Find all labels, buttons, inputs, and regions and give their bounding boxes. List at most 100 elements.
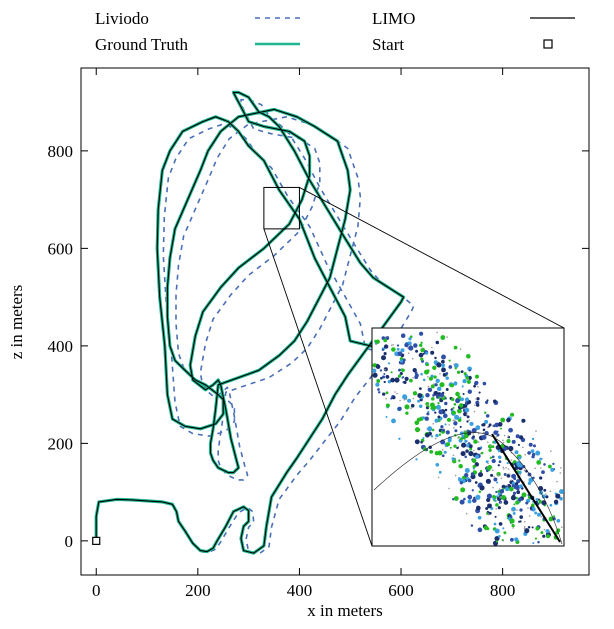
inset-point — [430, 350, 435, 355]
inset-point — [443, 450, 447, 454]
inset-point — [410, 407, 412, 410]
inset-point — [383, 338, 388, 343]
inset-point — [427, 403, 429, 406]
inset-point — [377, 388, 380, 391]
inset-point — [550, 467, 555, 472]
inset-point — [502, 527, 505, 530]
inset-point — [552, 462, 555, 466]
x-tick-label: 0 — [92, 581, 101, 600]
inset-point — [486, 512, 489, 515]
inset-point — [532, 444, 537, 448]
inset-point — [462, 378, 467, 384]
inset-point — [491, 458, 496, 464]
inset-point — [474, 462, 480, 467]
inset-point — [530, 508, 533, 511]
inset-point — [502, 466, 505, 469]
inset-point — [412, 377, 414, 379]
inset-point — [472, 467, 475, 470]
inset-point — [535, 450, 541, 456]
inset-point — [444, 423, 447, 426]
inset-point — [457, 437, 459, 439]
inset-point — [477, 432, 480, 435]
inset-point — [434, 356, 437, 360]
inset-point — [418, 404, 423, 408]
inset-point — [498, 488, 501, 490]
inset-point — [435, 462, 440, 467]
inset-point — [531, 503, 535, 507]
inset-point — [545, 534, 551, 539]
inset-point — [392, 395, 396, 400]
inset-point — [422, 352, 425, 355]
inset-point — [490, 473, 494, 477]
inset-point — [461, 442, 467, 448]
inset-point — [527, 481, 532, 486]
inset-point — [442, 449, 444, 451]
inset-point — [390, 397, 393, 400]
inset-point — [492, 495, 496, 499]
inset-point — [540, 515, 543, 518]
inset-point — [441, 359, 445, 364]
inset-point — [398, 374, 402, 378]
inset-point — [549, 490, 552, 493]
inset-point — [517, 456, 522, 460]
inset-point — [428, 376, 433, 381]
inset-point — [433, 390, 439, 396]
inset-point — [390, 377, 395, 383]
inset-point — [537, 540, 540, 544]
inset-point — [376, 379, 381, 383]
inset-point — [472, 435, 475, 439]
inset-point — [379, 369, 383, 372]
inset-point — [488, 448, 492, 452]
inset-point — [429, 402, 435, 408]
inset-point — [506, 461, 509, 465]
inset-point — [497, 455, 502, 459]
inset-point — [494, 515, 497, 518]
inset-point — [543, 463, 546, 466]
inset-point — [411, 357, 414, 360]
inset-point — [472, 464, 476, 469]
inset-point — [473, 410, 476, 413]
inset-point — [481, 423, 484, 427]
inset-point — [407, 398, 412, 403]
inset-point — [445, 430, 450, 435]
inset-point — [506, 485, 509, 487]
inset-point — [478, 391, 481, 394]
inset-point — [493, 475, 495, 478]
inset-point — [489, 445, 492, 448]
inset-point — [475, 441, 478, 444]
inset-point — [477, 527, 483, 533]
inset-point — [412, 367, 417, 373]
inset-point — [425, 432, 430, 438]
inset-point — [461, 476, 466, 480]
inset-point — [534, 467, 536, 470]
inset-point — [494, 422, 500, 428]
inset-point — [458, 463, 463, 469]
inset-point — [484, 411, 487, 414]
inset-point — [452, 406, 455, 409]
inset-point — [397, 406, 402, 411]
inset-point — [440, 425, 444, 429]
inset-point — [474, 404, 476, 407]
inset-point — [503, 531, 507, 535]
inset-point — [453, 381, 458, 386]
inset-point — [402, 358, 406, 362]
legend-label-ground-truth: Ground Truth — [95, 35, 189, 54]
inset-point — [396, 344, 400, 347]
inset-point — [542, 534, 546, 538]
inset-point — [431, 397, 435, 401]
inset-point — [491, 469, 494, 472]
inset-point — [482, 431, 485, 434]
inset-point — [506, 439, 511, 444]
x-tick-label: 400 — [287, 581, 313, 600]
inset-point — [449, 383, 454, 388]
inset-point — [531, 452, 536, 457]
inset-point — [519, 474, 521, 476]
inset-point — [418, 352, 424, 358]
inset-point — [473, 384, 476, 388]
inset-point — [390, 371, 393, 374]
inset-point — [382, 392, 386, 396]
inset-point — [427, 387, 433, 392]
inset-point — [470, 472, 475, 476]
inset-point — [427, 405, 430, 408]
inset-point — [485, 460, 489, 464]
